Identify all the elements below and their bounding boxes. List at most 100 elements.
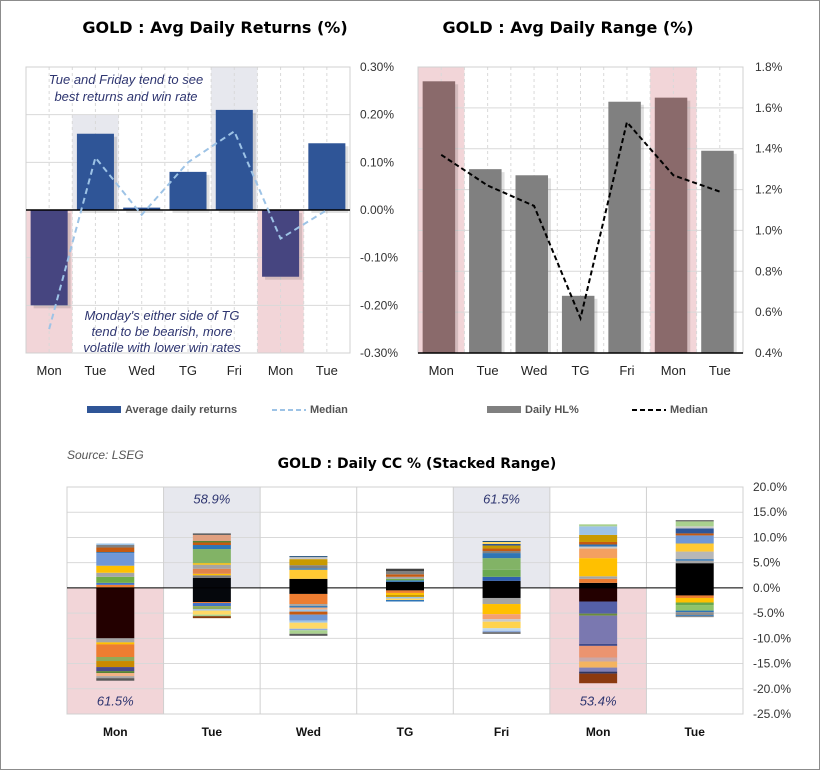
stack-segment <box>289 628 328 631</box>
stack-segment <box>96 552 135 554</box>
bar <box>515 175 548 353</box>
stack-segment <box>192 602 231 604</box>
stack-segment <box>579 667 618 672</box>
stack-segment <box>386 587 424 591</box>
stack-segment <box>579 526 618 535</box>
stack-segment <box>675 612 714 616</box>
stack-segment <box>579 534 618 542</box>
y-tick-label: 1.4% <box>755 142 783 156</box>
bar <box>76 133 114 210</box>
stack-segment <box>482 548 521 552</box>
stack-segment <box>96 676 135 679</box>
y-tick-label: -15.0% <box>753 657 791 671</box>
stack-segment <box>192 549 231 564</box>
stack-segment <box>482 632 521 634</box>
stack-segment <box>482 545 521 549</box>
stack-segment <box>386 598 424 600</box>
x-tick-label: Tue <box>709 363 731 378</box>
stack-segment <box>482 604 521 615</box>
stack-segment <box>96 678 135 681</box>
y-tick-label: 0.0% <box>753 581 781 595</box>
stack-segment <box>675 605 714 611</box>
stack-segment <box>482 628 521 631</box>
stack-segment <box>96 545 135 548</box>
x-tick-label: Wed <box>521 363 548 378</box>
x-tick-label: Mon <box>36 363 61 378</box>
x-tick-label: TG <box>571 363 589 378</box>
stack-segment <box>386 594 424 597</box>
stack-segment <box>96 553 135 566</box>
y-tick-label: 1.2% <box>755 183 783 197</box>
stack-segment <box>289 609 328 612</box>
y-tick-label: 1.6% <box>755 101 783 115</box>
stack-segment <box>482 569 521 577</box>
stack-segment <box>675 560 714 564</box>
stack-segment <box>386 571 424 575</box>
stack-segment <box>386 578 424 581</box>
x-tick-label: Tue <box>477 363 499 378</box>
stack-segment <box>675 551 714 560</box>
y-tick-label: -0.10% <box>360 251 398 265</box>
bar <box>215 109 253 210</box>
stack-segment <box>192 614 231 617</box>
stack-segment <box>675 597 714 603</box>
stack-segment <box>482 597 521 605</box>
source-label: Source: LSEG <box>67 448 144 462</box>
x-tick-label: Mon <box>429 363 454 378</box>
stack-segment <box>289 607 328 610</box>
stack-segment <box>675 526 714 529</box>
stack-segment <box>579 582 618 588</box>
legend-swatch-bars <box>487 406 521 413</box>
x-tick-label: Fri <box>227 363 242 378</box>
bar <box>701 150 734 353</box>
y-tick-label: -25.0% <box>753 707 791 721</box>
stack-segment <box>289 587 328 594</box>
stack-segment <box>579 601 618 614</box>
stack-segment <box>96 642 135 645</box>
stack-segment <box>482 540 521 542</box>
y-tick-label: 0.8% <box>755 264 783 278</box>
plot-area <box>66 486 744 715</box>
stack-segment <box>579 558 618 577</box>
y-tick-label: -10.0% <box>753 631 791 645</box>
annotation-line: tend to be bearish, more <box>92 324 233 339</box>
stack-segment <box>289 557 328 560</box>
x-tick-label: Mon <box>103 725 128 739</box>
stack-segment <box>386 596 424 599</box>
win-rate-label: 58.9% <box>193 492 230 507</box>
annotation-line: Monday's either side of TG <box>85 308 240 323</box>
stack-segment <box>192 533 231 535</box>
stack-segment <box>289 568 328 570</box>
bar <box>308 143 346 210</box>
stack-segment <box>192 575 231 578</box>
stack-segment <box>675 559 714 561</box>
stack-segment <box>386 580 424 582</box>
y-tick-label: 1.8% <box>755 60 783 74</box>
y-tick-label: -0.20% <box>360 298 398 312</box>
stack-segment <box>579 576 618 579</box>
stack-segment <box>96 671 135 674</box>
stack-segment <box>579 587 618 602</box>
bar <box>608 101 641 353</box>
stack-segment <box>289 565 328 569</box>
stack-segment <box>192 573 231 576</box>
stack-segment <box>675 602 714 606</box>
stack-segment <box>192 542 231 546</box>
stack-segment <box>96 661 135 668</box>
stack-segment <box>386 581 424 588</box>
stack-segment <box>289 593 328 605</box>
stack-segment <box>482 621 521 629</box>
bar <box>422 81 456 354</box>
stack-segment <box>386 592 424 595</box>
stack-segment <box>579 546 618 549</box>
x-tick-label: TG <box>179 363 197 378</box>
stack-segment <box>579 661 618 668</box>
stack-segment <box>96 638 135 643</box>
stack-segment <box>482 614 521 620</box>
stack-segment <box>675 563 714 588</box>
median-line <box>48 129 328 330</box>
x-tick-label: Wed <box>128 363 155 378</box>
y-tick-label: 5.0% <box>753 556 781 570</box>
stack-segment <box>579 548 618 559</box>
